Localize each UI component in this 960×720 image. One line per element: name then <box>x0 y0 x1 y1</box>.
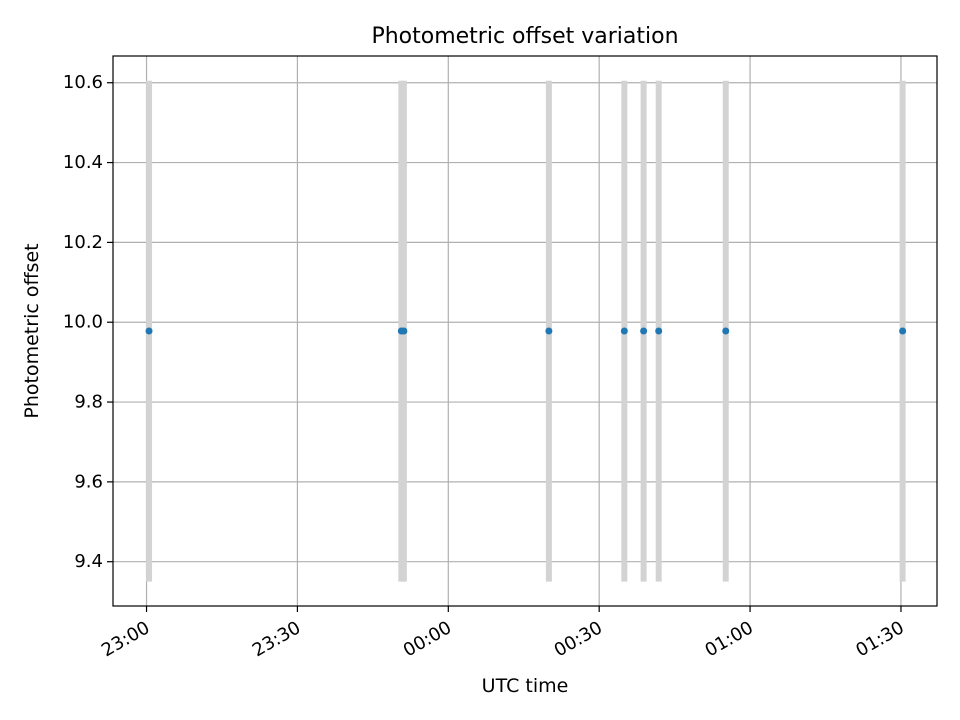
y-tick-label: 10.4 <box>63 152 103 173</box>
x-tick-label: 23:30 <box>249 617 304 661</box>
data-point <box>655 327 663 335</box>
data-point <box>899 327 907 335</box>
y-tick-label: 10.6 <box>63 72 103 93</box>
error-bars <box>146 80 906 582</box>
y-tick-label: 9.6 <box>74 471 103 492</box>
data-point <box>722 327 730 335</box>
data-point <box>620 327 628 335</box>
chart-title: Photometric offset variation <box>371 24 678 49</box>
y-tick-label: 10.0 <box>63 312 103 333</box>
data-points <box>145 327 907 335</box>
data-point <box>400 327 408 335</box>
x-tick-label: 00:30 <box>551 617 606 661</box>
x-tick-label: 00:00 <box>400 617 455 661</box>
y-tick-label: 9.8 <box>74 392 103 413</box>
y-tick-label: 10.2 <box>63 232 103 253</box>
y-axis-ticks: 9.4 9.6 9.8 10.0 10.2 10.4 10.6 <box>63 72 113 572</box>
data-point <box>545 327 553 335</box>
y-tick-label: 9.4 <box>74 551 103 572</box>
plot-area-frame <box>112 55 938 607</box>
x-axis-ticks: 23:00 23:30 00:00 00:30 01:00 01:30 <box>98 606 908 661</box>
data-point <box>640 327 648 335</box>
grid <box>113 56 937 606</box>
x-axis-label: UTC time <box>482 675 569 697</box>
x-tick-label: 01:30 <box>852 617 907 661</box>
x-tick-label: 23:00 <box>98 617 153 661</box>
data-point <box>145 327 153 335</box>
x-tick-label: 01:00 <box>702 617 757 661</box>
y-axis-label: Photometric offset <box>21 243 43 418</box>
